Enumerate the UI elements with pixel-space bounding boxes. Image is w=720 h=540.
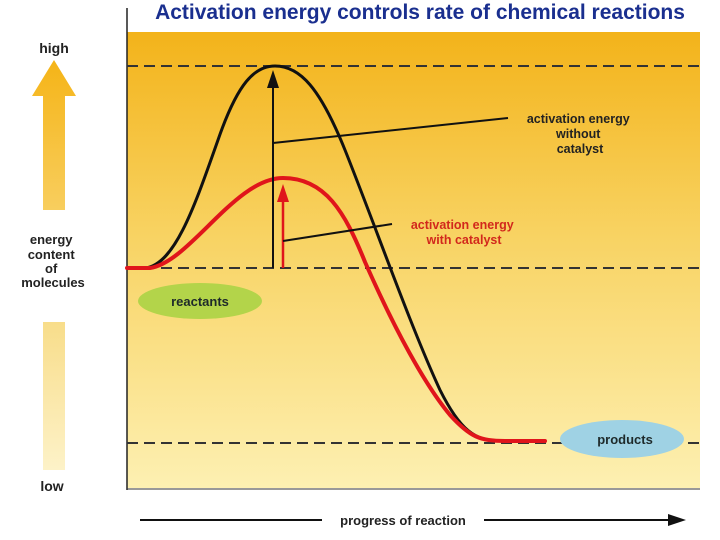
plot-area <box>127 32 700 488</box>
products-label: products <box>597 432 653 447</box>
curve-with-catalyst <box>125 175 547 443</box>
x-axis-label: progress of reaction <box>340 513 466 528</box>
products-oval <box>560 420 684 458</box>
activation-arrowhead-with-catalyst <box>277 184 289 202</box>
high-energy-up-arrow <box>32 60 76 210</box>
activation-arrowhead-without-catalyst <box>267 70 279 88</box>
progress-arrowhead <box>668 514 686 526</box>
leader-line-with-catalyst <box>282 223 393 242</box>
curve-without-catalyst <box>125 64 547 443</box>
reactants-oval <box>138 283 262 319</box>
page-title: Activation energy controls rate of chemi… <box>155 1 685 24</box>
reactants-label: reactants <box>171 294 229 309</box>
annotation-with-catalyst: activation energy with catalyst <box>411 218 517 247</box>
leader-line-without-catalyst <box>272 117 509 144</box>
y-axis-label: energy content of molecules <box>21 232 85 290</box>
y-axis-high-label: high <box>39 40 69 56</box>
y-axis-low-label: low <box>40 478 63 494</box>
annotation-without-catalyst: activation energy without catalyst <box>527 112 633 156</box>
low-energy-bar <box>43 322 65 470</box>
